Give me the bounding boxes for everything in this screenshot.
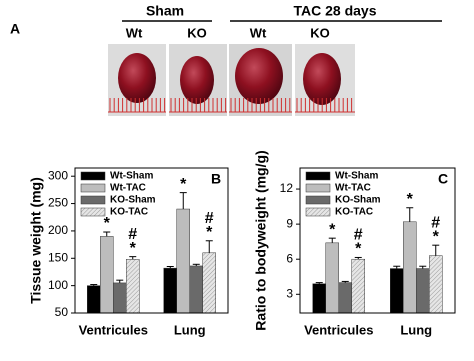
x-tick-label: Ventricules — [79, 322, 148, 337]
legend-label: KO-TAC — [335, 207, 373, 218]
significance-mark: * — [206, 224, 213, 241]
heart — [303, 53, 341, 105]
legend-label: KO-TAC — [110, 207, 148, 218]
significance-mark: # — [431, 214, 440, 231]
bar — [87, 285, 101, 314]
bar — [100, 236, 114, 314]
photos — [108, 44, 355, 116]
legend-label: Wt-Sham — [110, 171, 153, 182]
legend-swatch — [80, 207, 106, 217]
legend-swatch — [80, 183, 106, 193]
y-tick-label: 50 — [55, 305, 69, 319]
heart — [180, 56, 214, 104]
column-label: KO — [310, 25, 330, 40]
bar — [416, 268, 430, 314]
significance-mark: * — [355, 241, 362, 258]
y-tick-label: 12 — [280, 181, 294, 195]
x-tick-label: Ventricules — [304, 322, 373, 337]
significance-mark: * — [104, 215, 111, 232]
y-tick-label: 200 — [48, 223, 68, 237]
bar — [351, 258, 365, 314]
legend-label: Wt-TAC — [110, 183, 146, 194]
x-tick-label: Lung — [400, 322, 432, 337]
y-tick-label: 6 — [286, 251, 293, 265]
y-tick-label: 100 — [48, 278, 68, 292]
bar — [429, 255, 443, 314]
panel-label: A — [10, 21, 20, 37]
bar — [189, 265, 203, 314]
significance-mark: * — [433, 228, 440, 245]
group-label: Sham — [146, 3, 184, 19]
legend-swatch — [305, 171, 331, 181]
y-tick-label: 150 — [48, 250, 68, 264]
significance-mark: * — [130, 240, 137, 257]
bar — [390, 268, 404, 314]
bar — [325, 242, 339, 314]
column-label: KO — [187, 25, 207, 40]
bar — [126, 259, 140, 314]
legend-label: KO-Sham — [335, 195, 381, 206]
y-axis-title: Tissue weight (mg) — [28, 177, 44, 304]
bar — [312, 283, 326, 314]
significance-mark: * — [407, 191, 414, 208]
legend-swatch — [305, 195, 331, 205]
legend-label: Wt-Sham — [335, 171, 378, 182]
bar — [176, 208, 190, 314]
y-tick-label: 250 — [48, 196, 68, 210]
legend-label: Wt-TAC — [335, 183, 371, 194]
bar — [163, 267, 177, 314]
bar — [202, 252, 216, 314]
plot-frame — [299, 167, 456, 314]
significance-mark: # — [128, 226, 137, 243]
significance-mark: # — [354, 227, 363, 244]
y-axis-title: Ratio to bodyweight (mg/g) — [253, 150, 269, 330]
panel-label: C — [438, 171, 448, 187]
column-label: Wt — [250, 25, 267, 40]
column-label: Wt — [126, 25, 143, 40]
y-tick-label: 300 — [48, 168, 68, 182]
ruler — [108, 98, 355, 113]
legend-label: KO-Sham — [110, 195, 156, 206]
heart — [235, 48, 283, 104]
legend-swatch — [80, 171, 106, 181]
bar — [113, 282, 127, 314]
bar — [338, 282, 352, 314]
legend-swatch — [80, 195, 106, 205]
legend-swatch — [305, 183, 331, 193]
group-label: TAC 28 days — [294, 3, 377, 19]
significance-mark: # — [205, 210, 214, 227]
significance-mark: * — [329, 221, 336, 238]
legend-swatch — [305, 207, 331, 217]
y-tick-label: 3 — [286, 286, 293, 300]
significance-mark: * — [180, 176, 187, 193]
heart — [118, 53, 156, 103]
panel-label: B — [211, 171, 221, 187]
bar — [403, 221, 417, 314]
x-tick-label: Lung — [174, 322, 206, 337]
y-tick-label: 9 — [286, 216, 293, 230]
plot-frame — [74, 167, 229, 314]
